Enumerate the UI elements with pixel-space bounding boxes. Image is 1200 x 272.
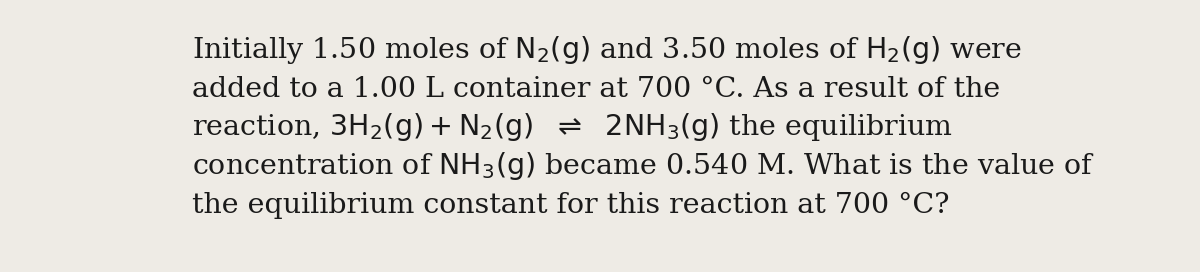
Text: Initially 1.50 moles of $\mathrm{N_2(g)}$ and 3.50 moles of $\mathrm{H_2(g)}$ we: Initially 1.50 moles of $\mathrm{N_2(g)}… <box>192 34 1021 66</box>
Text: reaction, $\mathrm{3H_2(g) + N_2(g)}$  $\rightleftharpoons$  $\mathrm{2NH_3(g)}$: reaction, $\mathrm{3H_2(g) + N_2(g)}$ $\… <box>192 111 953 143</box>
Text: concentration of $\mathrm{NH_3(g)}$ became 0.540 M. What is the value of: concentration of $\mathrm{NH_3(g)}$ beca… <box>192 150 1094 182</box>
Text: added to a 1.00 L container at 700 °C. As a result of the: added to a 1.00 L container at 700 °C. A… <box>192 76 1000 103</box>
Text: the equilibrium constant for this reaction at 700 °C?: the equilibrium constant for this reacti… <box>192 192 949 219</box>
